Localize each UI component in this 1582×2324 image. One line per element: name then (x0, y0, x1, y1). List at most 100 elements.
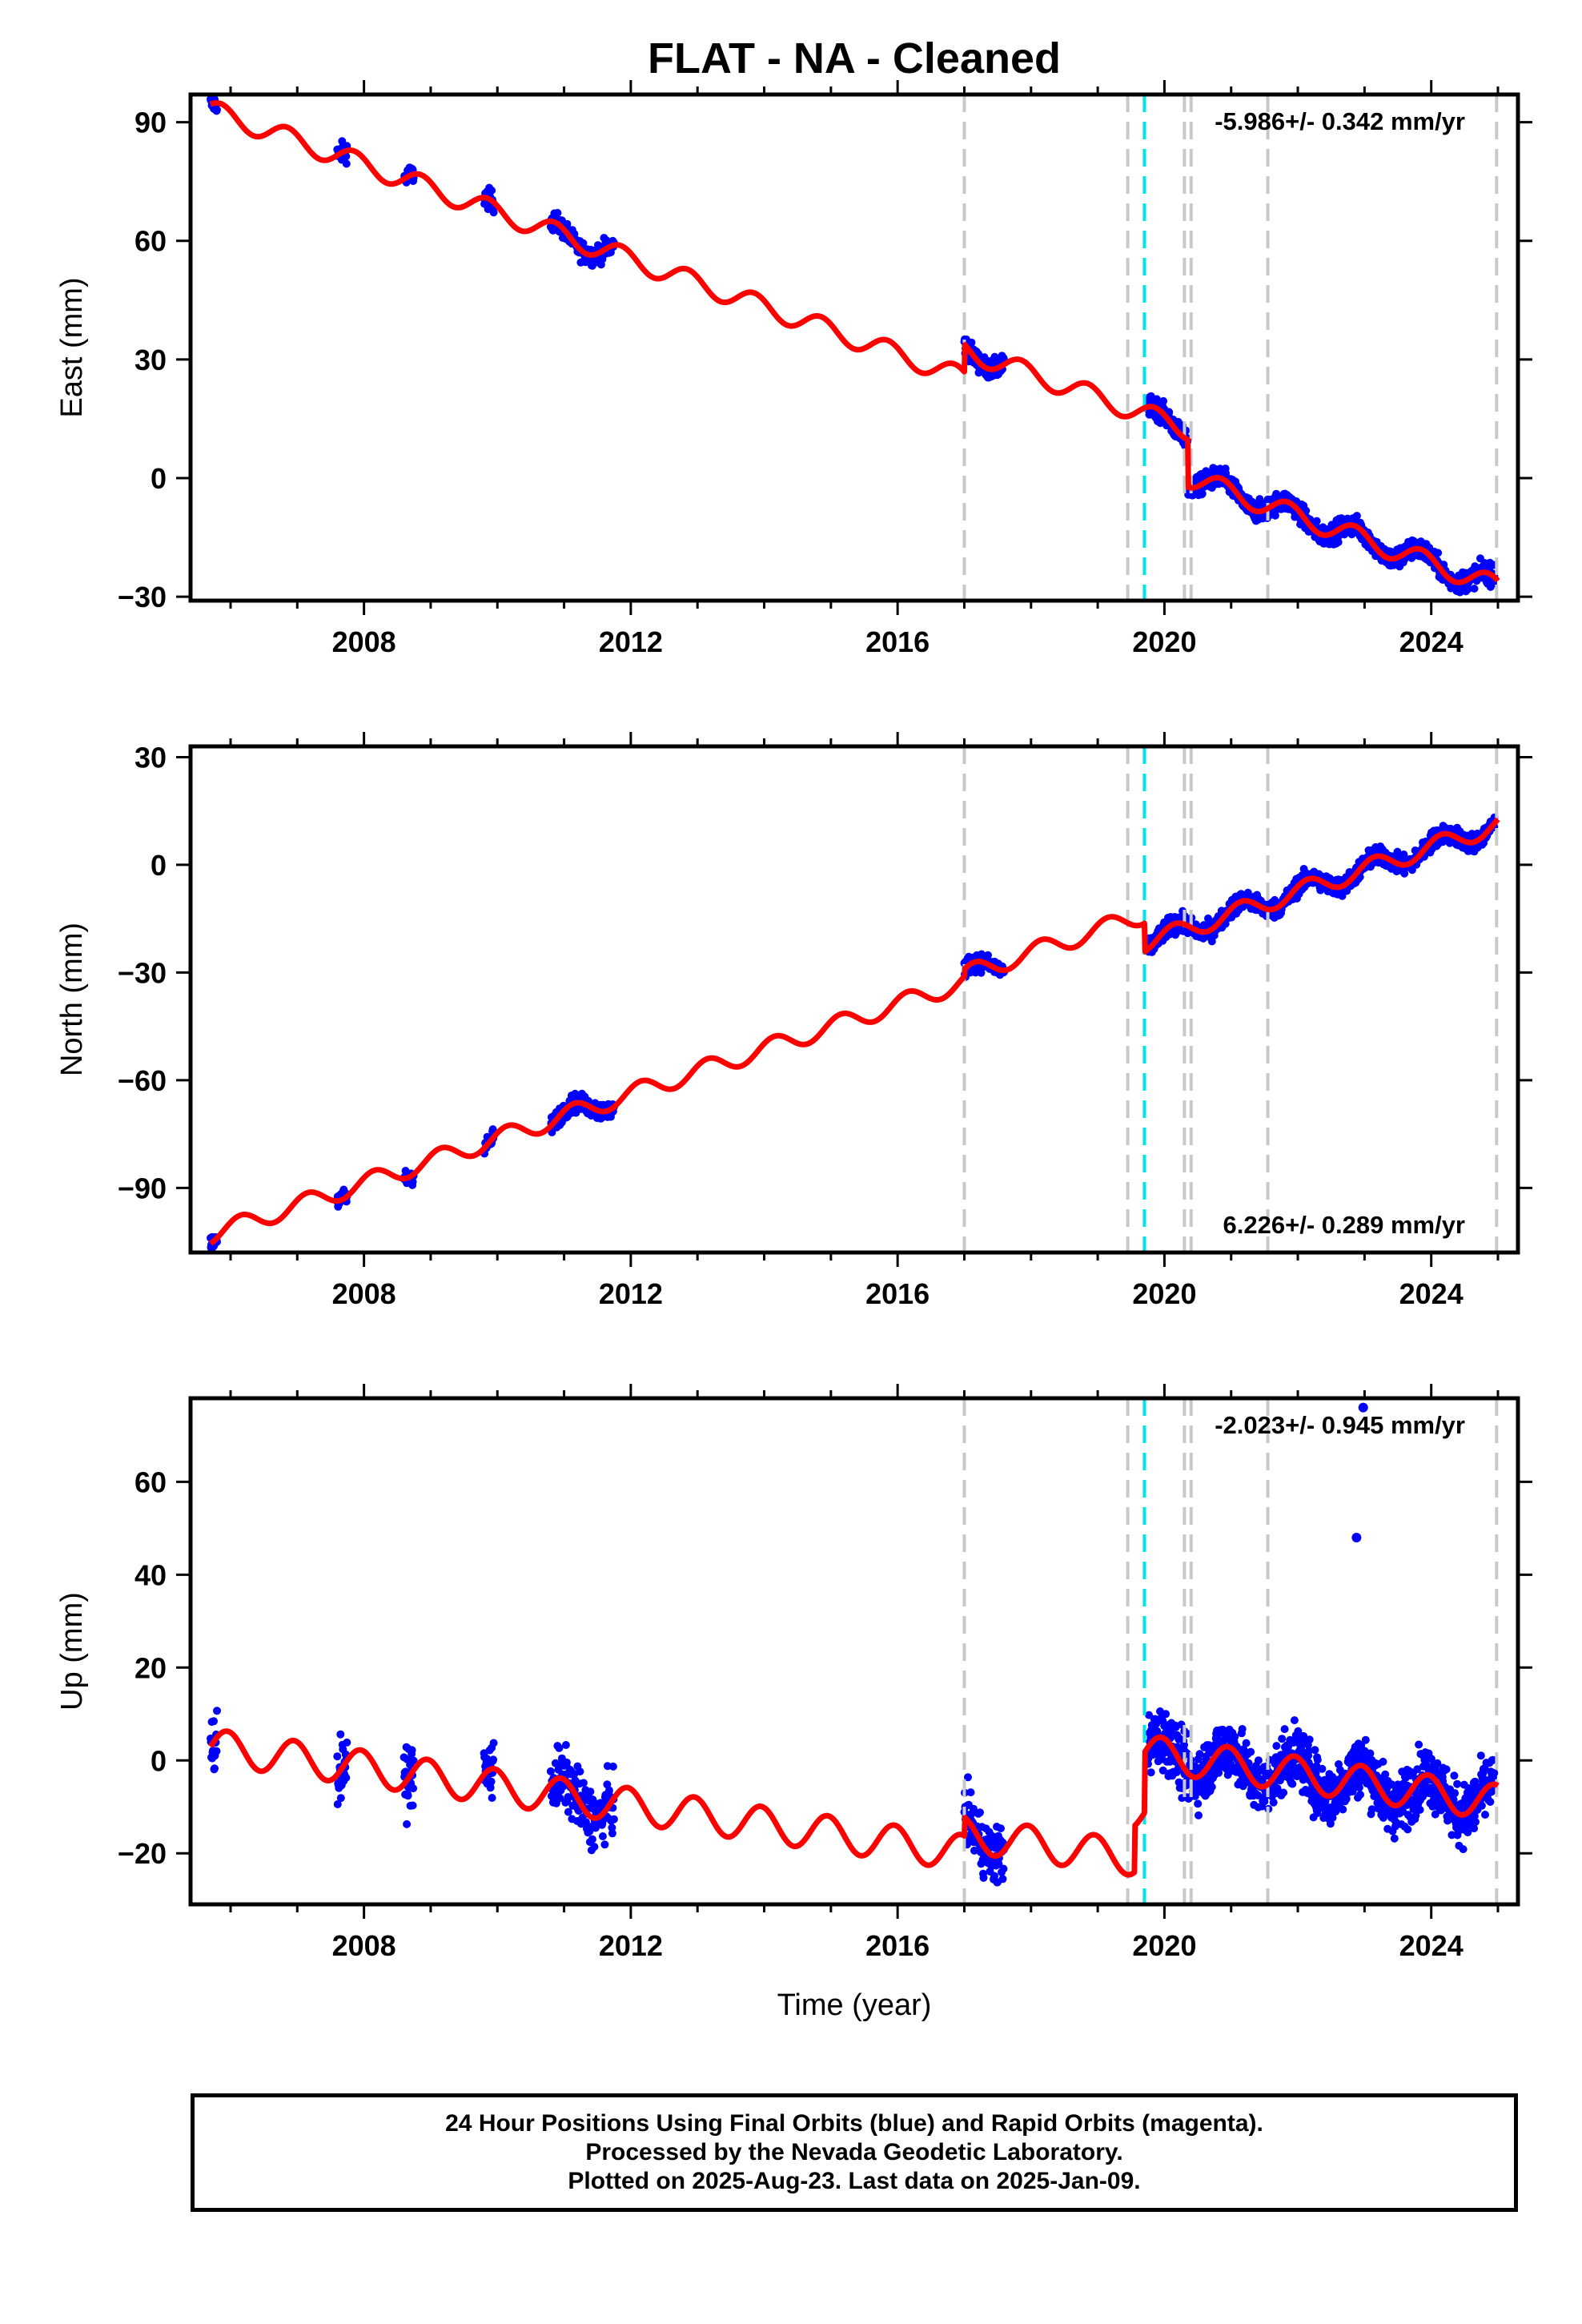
data-point (213, 1707, 221, 1715)
data-point (1231, 1732, 1239, 1741)
data-point (1356, 1791, 1364, 1799)
data-point (1434, 549, 1443, 557)
data-point (1242, 1739, 1251, 1747)
data-point (1146, 1768, 1155, 1777)
y-tick-label: 0 (151, 849, 167, 882)
panel-frame (188, 1396, 1520, 1907)
data-point (1313, 1755, 1322, 1764)
data-point (342, 159, 351, 168)
x-tick-label: 2016 (865, 1277, 930, 1310)
data-point (1305, 1735, 1314, 1744)
x-tick-label: 2012 (599, 1277, 663, 1310)
x-tick-label: 2020 (1132, 1929, 1196, 1962)
y-tick-label: 30 (135, 344, 167, 376)
data-point (608, 1762, 617, 1771)
data-point (966, 1788, 975, 1797)
data-point (489, 208, 498, 217)
x-tick-label: 2008 (332, 625, 396, 658)
data-point (1355, 1783, 1363, 1792)
data-point (1415, 1740, 1423, 1749)
data-point (488, 1125, 497, 1134)
data-point (1464, 585, 1472, 593)
y-tick-label: 90 (135, 107, 167, 139)
data-point (1393, 847, 1402, 856)
data-point (579, 1779, 588, 1787)
data-point (1207, 1783, 1216, 1791)
data-point (1198, 489, 1207, 498)
footer-line-1: 24 Hour Positions Using Final Orbits (bl… (445, 2110, 1263, 2137)
data-point (1459, 1845, 1468, 1854)
data-point (999, 1864, 1008, 1873)
data-point (1194, 1799, 1203, 1808)
y-tick-label: −60 (118, 1064, 167, 1097)
data-point (211, 1764, 219, 1773)
data-point (1254, 1756, 1263, 1765)
data-point (488, 1794, 496, 1802)
data-point (489, 1739, 498, 1747)
y-tick-label: −30 (118, 956, 167, 989)
y-tick-label: 0 (151, 462, 167, 495)
panel-frame (188, 92, 1520, 603)
x-tick-label: 2024 (1399, 1929, 1464, 1962)
data-point (979, 1873, 988, 1882)
data-point (408, 1177, 417, 1186)
y-tick-label: −30 (118, 581, 167, 613)
data-point (210, 1717, 218, 1726)
data-point (1490, 1768, 1499, 1777)
data-point (1318, 1764, 1327, 1773)
velocity-label: -5.986+/- 0.342 mm/yr (1215, 107, 1465, 135)
plot-area (207, 746, 1500, 1252)
data-point (333, 1752, 342, 1761)
data-point (588, 1835, 596, 1844)
data-point (409, 1784, 418, 1793)
x-tick-label: 2008 (332, 1929, 396, 1962)
data-point (1278, 1735, 1287, 1743)
data-point (1271, 511, 1279, 520)
data-point (1162, 1710, 1170, 1719)
y-tick-label: −90 (118, 1172, 167, 1204)
data-point (609, 1815, 618, 1823)
x-tick-label: 2012 (599, 1929, 663, 1962)
data-point (1247, 1747, 1255, 1756)
data-point (576, 1767, 584, 1776)
data-point (1280, 1725, 1289, 1734)
data-point (1302, 506, 1311, 515)
data-point (1481, 1811, 1489, 1819)
data-point (1279, 1788, 1288, 1797)
data-point (1486, 1798, 1495, 1806)
data-point (998, 1875, 1007, 1884)
data-point (489, 1755, 498, 1764)
data-point (342, 1773, 351, 1782)
data-point (408, 1801, 417, 1810)
y-axis-label: North (mm) (55, 923, 89, 1076)
data-point (553, 208, 562, 217)
footer-line-2: Processed by the Nevada Geodetic Laborat… (585, 2139, 1123, 2165)
data-point (967, 338, 976, 347)
model-curve (208, 817, 1500, 1246)
data-point (1312, 517, 1321, 525)
chart-title: FLAT - NA - Cleaned (648, 34, 1061, 82)
data-point (1470, 585, 1479, 593)
data-point (562, 1758, 571, 1767)
data-point (555, 1743, 564, 1752)
data-point (1290, 1716, 1299, 1725)
y-tick-label: 40 (135, 1558, 167, 1591)
data-point (1311, 1746, 1319, 1755)
data-point (608, 1829, 616, 1838)
x-tick-label: 2012 (599, 625, 663, 658)
footer-box: 24 Hour Positions Using Final Orbits (bl… (191, 2093, 1518, 2212)
plot-area (207, 1398, 1500, 1904)
data-point (1379, 1757, 1387, 1766)
data-point (1453, 1779, 1462, 1788)
data-point (487, 1777, 496, 1786)
data-points (207, 1402, 1499, 1887)
data-point (1334, 538, 1343, 546)
data-point (1352, 512, 1361, 521)
x-tick-label: 2016 (865, 625, 930, 658)
x-axis-label: Time (year) (777, 1988, 932, 2022)
data-point (1442, 1765, 1451, 1774)
